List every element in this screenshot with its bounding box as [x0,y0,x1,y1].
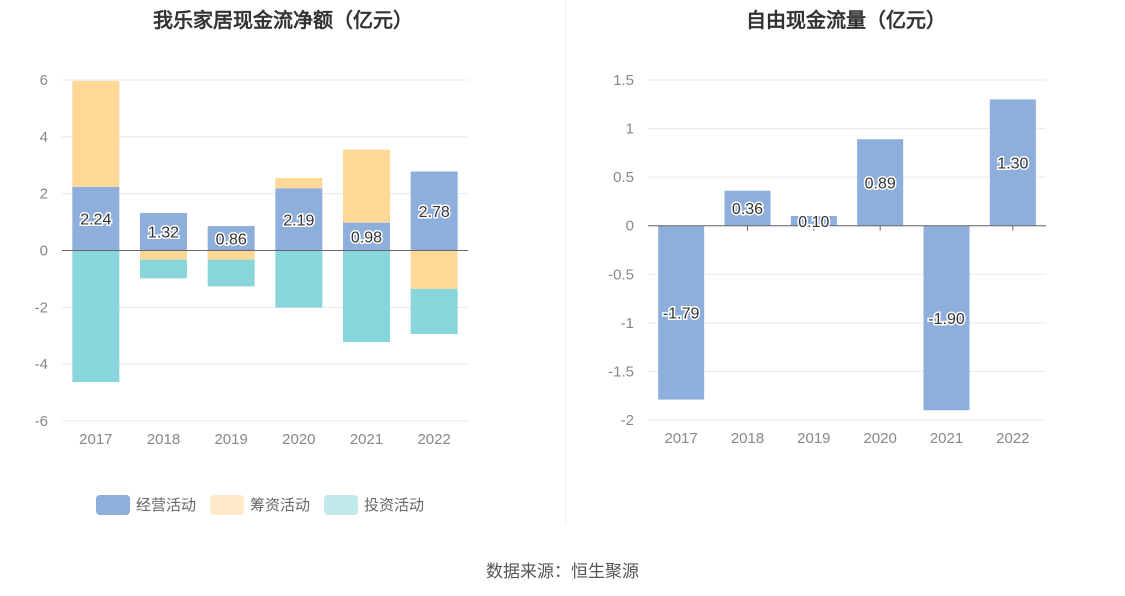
legend-item-investing[interactable]: 投资活动 [324,494,424,515]
bar [857,139,904,226]
legend-label: 筹资活动 [250,497,311,514]
bar [410,250,458,289]
y-tick-label: -1 [621,315,634,332]
y-tick-label: 0 [40,243,48,260]
legend-swatch [210,494,245,515]
legend-swatch [324,494,359,515]
data-label: 0.98 [351,230,382,247]
legend-item-financing[interactable]: 筹资活动 [210,494,310,515]
data-label: 2.24 [80,212,111,229]
bar [410,171,458,251]
x-tick-label: 2019 [797,430,830,447]
bar [72,250,120,383]
bar [72,80,120,187]
legend-label: 投资活动 [364,497,425,514]
bar [140,212,187,251]
x-tick-label: 2021 [930,430,963,447]
y-tick-label: -2 [621,412,634,429]
bar [989,99,1036,226]
x-tick-label: 2020 [282,431,315,448]
y-tick-label: 1 [626,121,634,138]
y-tick-label: -1.5 [608,363,634,380]
bar [207,226,255,251]
y-tick-label: 0 [626,218,634,235]
x-tick-label: 2020 [863,430,896,447]
data-source: 数据来源：恒生聚源 [486,562,639,581]
legend-label: 经营活动 [136,497,197,514]
y-tick-label: -6 [35,413,48,430]
legend-swatch [96,494,130,515]
y-tick-label: 4 [40,129,48,146]
data-label: 0.86 [216,231,247,248]
y-tick-label: 1.5 [613,72,634,89]
y-tick-label: 6 [40,72,48,89]
bar [724,190,771,226]
right-chart-title: 自由现金流量（亿元） [746,10,946,32]
y-tick-label: -0.5 [608,266,634,283]
divider [565,0,566,525]
data-label: 2.78 [419,204,450,221]
y-tick-label: 0.5 [613,169,634,186]
x-tick-label: 2018 [731,430,764,447]
bar [140,259,187,279]
x-tick-label: 2021 [350,431,383,448]
legend-item-operating[interactable]: 经营活动 [96,494,196,515]
y-tick-label: -4 [35,356,48,373]
data-label: 1.32 [148,225,179,242]
y-tick-label: -2 [35,299,48,316]
bar [275,188,323,251]
bar [343,222,390,251]
x-tick-label: 2017 [664,430,697,447]
left-chart-title: 我乐家居现金流净额（亿元） [153,10,413,32]
bar [923,225,970,411]
data-label: 2.19 [283,212,314,229]
x-tick-label: 2017 [79,431,112,448]
y-tick-label: 2 [40,186,48,203]
bar [343,250,390,343]
data-label: 0.89 [865,175,896,192]
data-label: 0.10 [798,214,829,231]
data-label: -1.79 [663,306,700,323]
bar [343,149,390,223]
x-tick-label: 2018 [147,431,180,448]
data-label: 1.30 [997,156,1028,173]
x-tick-label: 2022 [417,431,450,448]
bar [140,250,187,260]
bar [275,178,323,189]
data-label: -1.90 [928,311,965,328]
bar [275,250,323,308]
bar [410,288,458,335]
bar [207,259,255,287]
x-tick-label: 2019 [214,431,247,448]
bar [72,186,120,251]
x-tick-label: 2022 [996,430,1029,447]
bar [658,225,705,400]
bar [790,216,837,226]
legend: 经营活动 筹资活动 投资活动 [96,494,424,515]
data-label: 0.36 [732,201,763,218]
bar [207,250,255,260]
